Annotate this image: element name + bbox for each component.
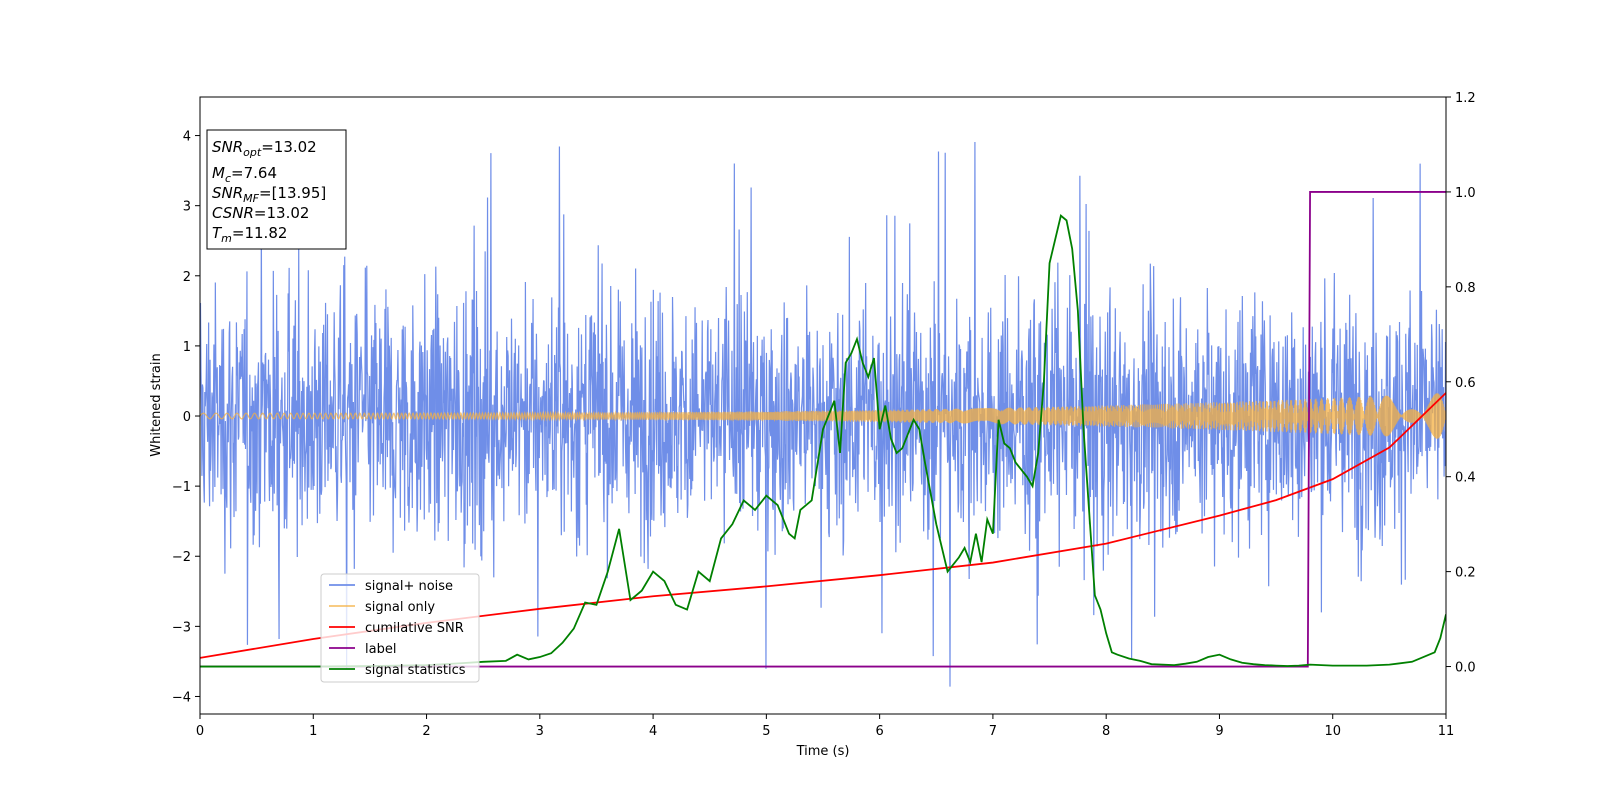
y-tick-label: −4 xyxy=(172,690,191,705)
x-tick-label: 4 xyxy=(649,724,657,739)
series-label-line xyxy=(200,191,1446,668)
x-tick-label: 7 xyxy=(989,724,997,739)
y2-tick-label: 0.8 xyxy=(1455,281,1476,296)
y2-tick-label: 0.0 xyxy=(1455,661,1476,676)
legend-label-cumulative-snr: cumilative SNR xyxy=(365,621,464,636)
info-tm: Tm=11.82 xyxy=(212,224,287,245)
y2-tick-label: 1.0 xyxy=(1455,186,1476,201)
y-tick-label: −3 xyxy=(172,620,191,635)
legend-label-signal-statistics: signal statistics xyxy=(365,663,466,678)
series-signal-only-line xyxy=(200,393,1446,439)
x-tick-label: 6 xyxy=(875,724,883,739)
x-tick-label: 5 xyxy=(762,724,770,739)
x-tick-label: 11 xyxy=(1438,724,1455,739)
x-tick-label: 10 xyxy=(1324,724,1341,739)
series-signal-noise-line xyxy=(200,142,1446,687)
x-tick-label: 0 xyxy=(196,724,204,739)
x-axis-ticks: 0 1 2 3 4 5 6 7 8 9 10 11 xyxy=(196,714,1454,739)
y2-tick-label: 0.4 xyxy=(1455,471,1476,486)
info-snr-mf: SNRMF=[13.95] xyxy=(212,184,326,205)
y-tick-label: 4 xyxy=(183,130,191,145)
y-tick-label: 2 xyxy=(183,270,191,285)
info-mc: Mc=7.64 xyxy=(212,164,277,185)
y-tick-label: −1 xyxy=(172,480,191,495)
x-tick-label: 8 xyxy=(1102,724,1110,739)
x-tick-label: 1 xyxy=(309,724,317,739)
x-axis-label: Time (s) xyxy=(796,744,850,759)
y2-axis-ticks: 0.0 0.2 0.4 0.6 0.8 1.0 1.2 xyxy=(1446,91,1476,676)
plot-frame xyxy=(199,96,1447,715)
legend-label-label: label xyxy=(365,642,396,657)
legend-label-signal-only: signal only xyxy=(365,600,435,615)
x-tick-label: 2 xyxy=(422,724,430,739)
legend-frame xyxy=(320,573,480,683)
legend: signal+ noise signal only cumilative SNR… xyxy=(320,573,480,683)
legend-label-signal-noise: signal+ noise xyxy=(365,579,453,594)
y-axis-label: Whitened strain xyxy=(149,353,164,456)
y-tick-label: −2 xyxy=(172,550,191,565)
y2-tick-label: 0.2 xyxy=(1455,566,1476,581)
y-tick-label: 3 xyxy=(183,200,191,215)
y-tick-label: 0 xyxy=(183,410,191,425)
y2-tick-label: 0.6 xyxy=(1455,376,1476,391)
x-tick-label: 3 xyxy=(536,724,544,739)
y-axis-ticks: −4 −3 −2 −1 0 1 2 3 4 xyxy=(172,130,200,705)
series-signal-statistics-line xyxy=(200,214,1446,668)
info-box: SNRopt=13.02 Mc=7.64 SNRMF=[13.95] CSNR=… xyxy=(206,129,347,250)
y-tick-label: 1 xyxy=(183,340,191,355)
info-snr-opt: SNRopt=13.02 xyxy=(212,138,317,159)
x-tick-label: 9 xyxy=(1215,724,1223,739)
info-csnr: CSNR=13.02 xyxy=(212,204,309,222)
info-box-frame xyxy=(206,129,347,250)
y2-tick-label: 1.2 xyxy=(1455,91,1476,106)
